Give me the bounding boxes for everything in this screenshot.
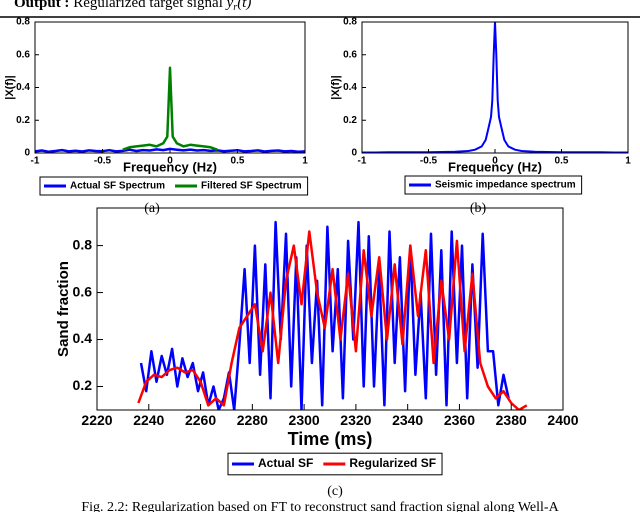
- data-line: [362, 22, 628, 153]
- y-axis-label: |X(f)|: [4, 75, 16, 99]
- data-line: [137, 230, 528, 410]
- x-tick-label: 2280: [237, 412, 268, 428]
- x-axis-label: Frequency (Hz): [123, 159, 217, 174]
- data-line: [122, 66, 218, 151]
- y-tick-label: 0.2: [73, 377, 93, 393]
- x-tick-label: -0.5: [420, 156, 438, 167]
- y-tick-label: 0.8: [16, 17, 30, 28]
- x-tick-label: 2300: [289, 412, 320, 428]
- legend-box: [39, 176, 309, 196]
- data-line: [35, 147, 305, 153]
- x-tick-label: 2360: [444, 412, 475, 428]
- y-axis-label: |X(f)|: [330, 75, 342, 99]
- x-tick-label: -0.5: [94, 156, 112, 167]
- x-tick-label: 2320: [340, 412, 371, 428]
- x-tick-label: 2400: [547, 412, 578, 428]
- figure-caption: Fig. 2.2: Regularization based on FT to …: [81, 500, 559, 512]
- x-tick-label: 1: [302, 156, 308, 167]
- header: Output : Regularized target signal yr(t): [14, 0, 251, 13]
- y-tick-label: 0.6: [16, 49, 30, 60]
- data-line: [139, 220, 510, 410]
- chart: 2220 2240 2260 2280 2300 2320 2340 2360 2380 2400…: [55, 207, 579, 499]
- chart-caption: (a): [144, 201, 160, 216]
- header-text: Regularized target signal: [73, 0, 223, 11]
- chart-caption: (b): [470, 201, 487, 216]
- x-tick-label: 2240: [133, 412, 164, 428]
- x-tick-label: 0: [167, 156, 173, 167]
- y-tick-label: 0.4: [73, 330, 93, 346]
- legend-box: [404, 175, 583, 195]
- x-tick-label: 2380: [496, 412, 527, 428]
- y-tick-label: 0.6: [343, 49, 357, 60]
- legend-label: Filtered SF Spectrum: [201, 181, 302, 192]
- x-tick-label: -1: [31, 156, 40, 167]
- header-math-sub: r: [233, 2, 237, 13]
- y-tick-label: 0.4: [343, 82, 357, 93]
- y-tick-label: 0.8: [343, 17, 357, 28]
- plot-frame: [96, 207, 564, 411]
- y-tick-label: 0.4: [16, 82, 30, 93]
- header-math: y: [225, 0, 234, 11]
- x-tick-label: 0: [492, 156, 498, 167]
- x-tick-label: -1: [358, 156, 367, 167]
- legend: Seismic impedance spectrum: [404, 175, 583, 195]
- legend-label: Actual SF: [258, 456, 313, 470]
- x-tick-label: 2220: [81, 412, 112, 428]
- legend: Actual SF Spectrum Filtered SF Spectrum: [39, 176, 309, 196]
- x-axis-label: Frequency (Hz): [448, 159, 542, 174]
- y-tick-label: 0.2: [16, 115, 30, 126]
- y-tick-label: 0.8: [73, 236, 93, 252]
- y-axis-label: Sand fraction: [55, 261, 72, 357]
- chart: -1 -0.5 0 0.5 1 0 0.2 0.4 0.6 0.8 Frequency (Hz) |X…: [330, 17, 631, 217]
- x-axis-label: Time (ms): [288, 429, 373, 449]
- x-tick-label: 2260: [185, 412, 216, 428]
- legend-label: Regularized SF: [349, 456, 436, 470]
- legend-label: Actual SF Spectrum: [70, 181, 165, 192]
- header-label: Output :: [14, 0, 69, 11]
- y-tick-label: 0: [24, 148, 30, 159]
- x-tick-label: 2340: [392, 412, 423, 428]
- y-tick-label: 0.6: [73, 283, 93, 299]
- chart: -1 -0.5 0 0.5 1 0 0.2 0.4 0.6 0.8 Frequency (Hz) |X…: [4, 17, 308, 217]
- y-tick-label: 0.2: [343, 115, 357, 126]
- x-tick-label: 0.5: [231, 156, 245, 167]
- header-math-arg: (t): [237, 0, 251, 11]
- legend: Actual SF Regularized SF: [227, 452, 443, 476]
- x-tick-label: 1: [625, 156, 631, 167]
- legend-label: Seismic impedance spectrum: [435, 180, 576, 191]
- x-tick-label: 0.5: [555, 156, 569, 167]
- chart-caption: (c): [327, 484, 343, 499]
- y-tick-label: 0: [351, 148, 357, 159]
